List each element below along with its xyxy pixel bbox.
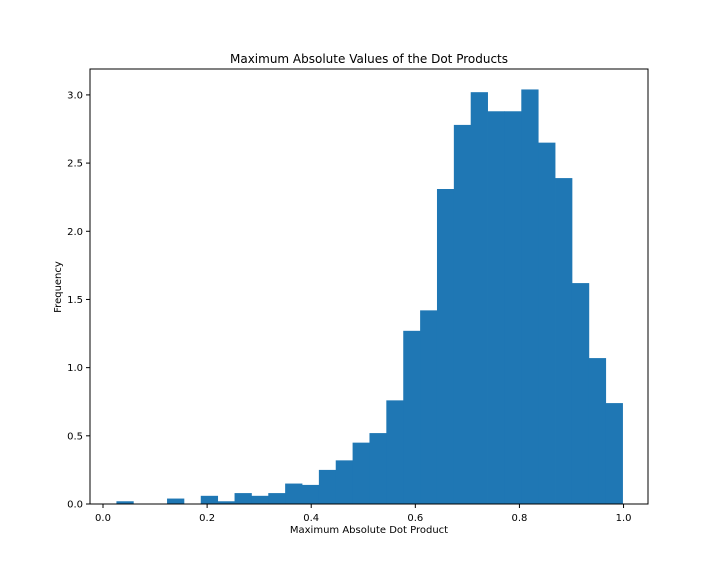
histogram-bar-22: [487, 111, 505, 505]
y-axis-label: Frequency: [53, 261, 64, 313]
histogram-bar-25: [538, 142, 556, 504]
axis-ticks: 0.0 0.2 0.4 0.6 0.8 1.0 0.0 0.5 1.0 1.5 2.0 2.5 3.0: [67, 90, 631, 524]
histogram-bar-27: [571, 283, 590, 504]
x-tick-label-3: 0.6: [407, 513, 423, 524]
histogram-bar-8: [251, 495, 269, 504]
histogram-bar-14: [352, 442, 370, 504]
y-tick-label-4: 2.0: [67, 227, 83, 238]
histogram-bar-5: [200, 495, 219, 504]
histogram-bar-18: [420, 310, 438, 504]
histogram-bars: [116, 89, 623, 505]
histogram-bar-10: [285, 483, 303, 504]
histogram-bar-3: [167, 498, 185, 504]
x-tick-label-1: 0.2: [199, 513, 215, 524]
y-tick-label-2: 1.0: [67, 363, 83, 374]
histogram-bar-16: [386, 400, 404, 504]
histogram-bar-29: [605, 403, 623, 504]
y-tick-label-5: 2.5: [67, 159, 83, 170]
y-tick-label-3: 1.5: [67, 295, 83, 306]
histogram-bar-24: [521, 89, 539, 504]
histogram-bar-23: [504, 111, 522, 505]
histogram-bar-20: [453, 124, 472, 504]
histogram-bar-13: [335, 460, 353, 504]
histogram-bar-28: [588, 358, 607, 504]
chart-title: Maximum Absolute Values of the Dot Produ…: [230, 52, 508, 66]
histogram-bar-17: [403, 330, 421, 504]
histogram-bar-11: [302, 484, 320, 504]
x-tick-label-4: 0.8: [511, 513, 527, 524]
x-tick-label-0: 0.0: [95, 513, 111, 524]
x-tick-label-2: 0.4: [303, 513, 319, 524]
histogram-bar-12: [318, 469, 337, 504]
histogram-bar-6: [217, 501, 235, 504]
x-tick-label-5: 1.0: [616, 513, 632, 524]
histogram-bar-21: [470, 92, 488, 505]
histogram-bar-7: [234, 493, 252, 504]
plot-frame: [89, 68, 649, 505]
x-axis-label: Maximum Absolute Dot Product: [290, 525, 448, 536]
y-tick-label-6: 3.0: [67, 90, 83, 101]
histogram-bar-19: [436, 189, 455, 504]
histogram-bar-9: [268, 493, 286, 504]
histogram-bar-0: [116, 501, 134, 504]
y-tick-label-0: 0.0: [67, 500, 83, 511]
histogram-bar-15: [369, 433, 387, 504]
histogram-bar-26: [555, 178, 573, 504]
y-tick-label-1: 0.5: [67, 431, 83, 442]
